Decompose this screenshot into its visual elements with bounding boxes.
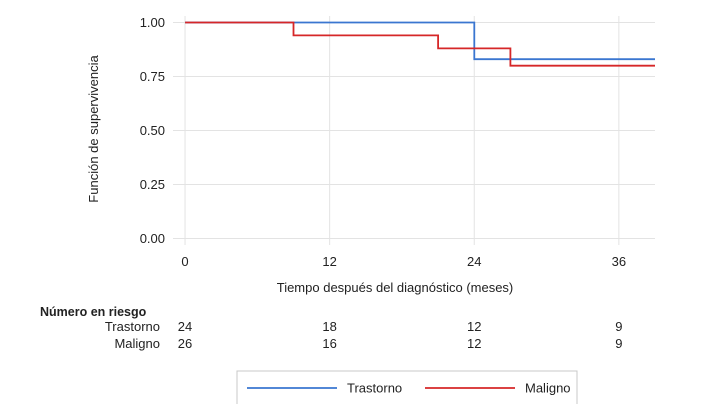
x-axis-title: Tiempo después del diagnóstico (meses) [277, 280, 514, 295]
y-tick-label: 1.00 [140, 15, 165, 30]
risk-value: 12 [467, 319, 481, 334]
legend-label-maligno: Maligno [525, 381, 571, 396]
y-tick-label: 0.75 [140, 69, 165, 84]
x-axis-ticks: 0 12 24 36 [181, 254, 626, 269]
gridlines [173, 16, 655, 245]
risk-value: 12 [467, 336, 481, 351]
risk-value: 18 [322, 319, 336, 334]
risk-value: 9 [615, 319, 622, 334]
x-tick-label: 24 [467, 254, 481, 269]
risk-value: 24 [178, 319, 192, 334]
x-tick-label: 0 [181, 254, 188, 269]
risk-value: 26 [178, 336, 192, 351]
legend: Trastorno Maligno [236, 370, 578, 404]
risk-row-label: Trastorno [105, 319, 160, 334]
risk-table: Número en riesgo Trastorno 24 18 12 9 Maligno… [40, 305, 622, 351]
y-tick-label: 0.00 [140, 231, 165, 246]
survival-curve-trastorno [185, 21, 655, 61]
survival-curve-maligno [185, 21, 655, 67]
risk-table-title: Número en riesgo [40, 305, 147, 319]
y-axis-ticks: 0.00 0.25 0.50 0.75 1.00 [140, 15, 165, 246]
legend-label-trastorno: Trastorno [347, 381, 402, 396]
x-tick-label: 36 [612, 254, 626, 269]
risk-row-label: Maligno [114, 336, 160, 351]
y-axis-title: Función de supervivencia [86, 55, 101, 203]
survival-curves [185, 21, 655, 67]
y-tick-label: 0.50 [140, 123, 165, 138]
risk-value: 16 [322, 336, 336, 351]
y-tick-label: 0.25 [140, 177, 165, 192]
risk-value: 9 [615, 336, 622, 351]
x-tick-label: 12 [322, 254, 336, 269]
legend-box [236, 370, 578, 404]
